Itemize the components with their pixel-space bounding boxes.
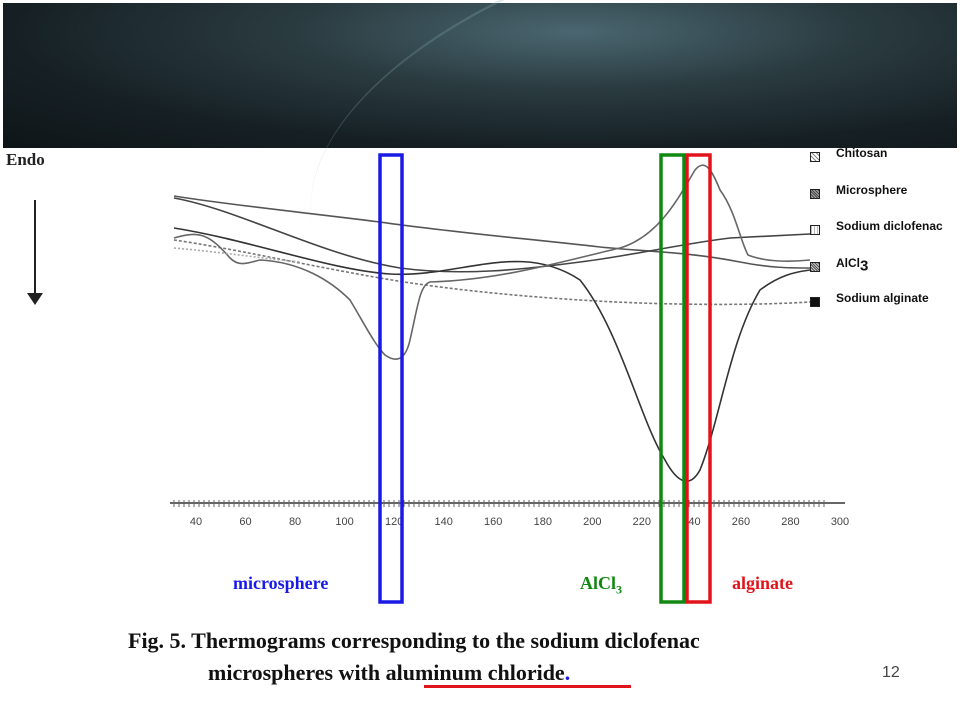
x-tick-label: 200 bbox=[583, 516, 601, 528]
page-number: 12 bbox=[882, 664, 900, 681]
curve-baseline-dashed bbox=[173, 247, 301, 263]
legend-swatch bbox=[810, 225, 820, 235]
curve-sodium-alginate bbox=[173, 164, 811, 360]
curve-alcl3 bbox=[173, 227, 811, 482]
label-alcl3: AlCl3 bbox=[580, 573, 622, 597]
x-tick-label: 40 bbox=[190, 516, 202, 528]
x-tick-label: 260 bbox=[732, 516, 750, 528]
legend-swatch bbox=[810, 189, 820, 199]
x-axis: 40 60 80 100 120 140 160 180 200 220 240 260 280 300 bbox=[170, 500, 849, 528]
x-tick-label: 220 bbox=[633, 516, 651, 528]
label-alginate: alginate bbox=[732, 573, 793, 593]
curve-chitosan bbox=[173, 195, 811, 269]
caption-emphasis: aluminum chloride bbox=[385, 660, 565, 685]
curve-sodium-diclofenac bbox=[173, 239, 811, 306]
caption-underline bbox=[424, 685, 631, 688]
x-tick-label: 80 bbox=[289, 516, 301, 528]
figure-caption-line2: microspheres with aluminum chloride. bbox=[208, 660, 571, 685]
label-microsphere: microsphere bbox=[233, 573, 329, 593]
x-tick-label: 120 bbox=[385, 516, 403, 528]
highlight-box-microsphere bbox=[378, 153, 404, 604]
highlight-box-alcl3 bbox=[659, 153, 686, 604]
endo-label: Endo bbox=[6, 150, 45, 169]
legend-swatch bbox=[810, 297, 820, 307]
x-tick-label: 140 bbox=[435, 516, 453, 528]
highlight-box-alginate bbox=[685, 153, 712, 604]
legend-swatch bbox=[810, 262, 820, 272]
x-tick-label: 60 bbox=[239, 516, 251, 528]
legend-swatch bbox=[810, 152, 820, 162]
x-tick-label: 280 bbox=[781, 516, 799, 528]
x-tick-label: 300 bbox=[831, 516, 849, 528]
figure-caption-line1: Fig. 5. Thermograms corresponding to the… bbox=[128, 628, 700, 653]
x-tick-label: 180 bbox=[534, 516, 552, 528]
x-tick-label: 100 bbox=[335, 516, 353, 528]
endo-arrow-icon bbox=[27, 200, 43, 305]
header-banner bbox=[3, 3, 957, 148]
x-tick-label: 160 bbox=[484, 516, 502, 528]
